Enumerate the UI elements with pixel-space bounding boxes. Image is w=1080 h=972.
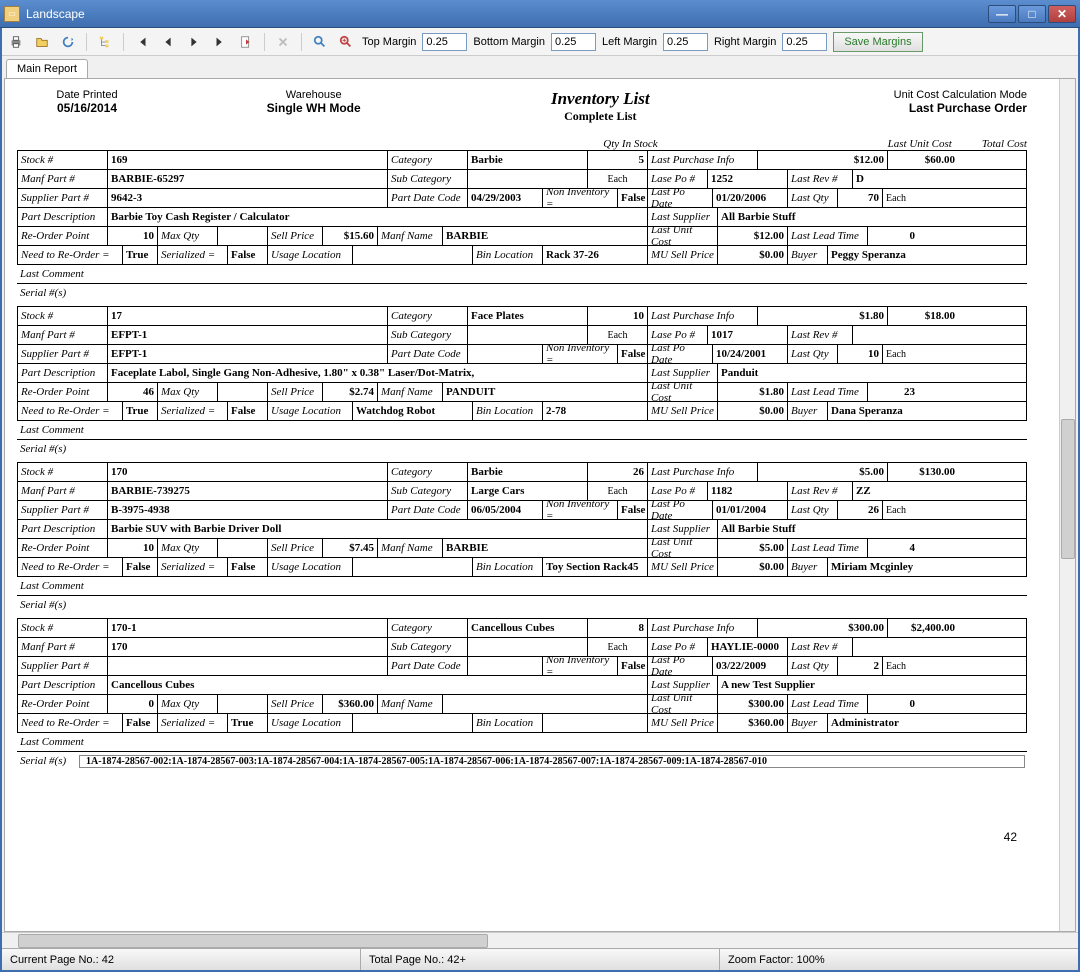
last-unit-cost-header: Last Unit Cost xyxy=(888,138,952,150)
page-number: 42 xyxy=(17,830,1017,844)
date-printed-value: 05/16/2014 xyxy=(17,101,157,115)
vertical-scrollbar[interactable] xyxy=(1059,79,1075,931)
window-title: Landscape xyxy=(26,7,988,21)
bottom-margin-label: Bottom Margin xyxy=(473,36,545,48)
date-printed-label: Date Printed xyxy=(17,89,157,101)
inventory-record: Stock #170 CategoryBarbie 26 Last Purcha… xyxy=(17,462,1027,614)
status-bar: Current Page No.: 42 Total Page No.: 42+… xyxy=(2,948,1078,970)
report-page: Date Printed 05/16/2014 Warehouse Single… xyxy=(17,89,1027,844)
inventory-record: Stock #169 CategoryBarbie 5 Last Purchas… xyxy=(17,150,1027,302)
bottom-margin-input[interactable] xyxy=(551,33,596,51)
status-zoom: Zoom Factor: 100% xyxy=(720,949,1078,970)
print-icon[interactable] xyxy=(6,32,26,52)
main-report-tab[interactable]: Main Report xyxy=(6,59,88,78)
zoom-icon[interactable] xyxy=(336,32,356,52)
warehouse-label: Warehouse xyxy=(234,89,394,101)
top-margin-input[interactable] xyxy=(422,33,467,51)
mode-value: Last Purchase Order xyxy=(807,101,1027,115)
mode-label: Unit Cost Calculation Mode xyxy=(807,89,1027,101)
report-viewer: Date Printed 05/16/2014 Warehouse Single… xyxy=(4,78,1076,932)
titlebar: ▭ Landscape — □ ✕ xyxy=(0,0,1080,28)
first-page-icon[interactable] xyxy=(132,32,152,52)
right-margin-label: Right Margin xyxy=(714,36,776,48)
save-margins-button[interactable]: Save Margins xyxy=(833,32,922,52)
tab-strip: Main Report xyxy=(2,56,1078,78)
maximize-button[interactable]: □ xyxy=(1018,5,1046,23)
toolbar: Top Margin Bottom Margin Left Margin Rig… xyxy=(2,28,1078,56)
page-title: Inventory List xyxy=(470,89,730,109)
inventory-record: Stock #17 CategoryFace Plates 10 Last Pu… xyxy=(17,306,1027,458)
top-margin-label: Top Margin xyxy=(362,36,416,48)
minimize-button[interactable]: — xyxy=(988,5,1016,23)
report-scroll[interactable]: Date Printed 05/16/2014 Warehouse Single… xyxy=(5,79,1059,931)
goto-page-icon[interactable] xyxy=(236,32,256,52)
close-button[interactable]: ✕ xyxy=(1048,5,1076,23)
total-cost-header: Total Cost xyxy=(982,138,1027,150)
qty-header: Qty In Stock xyxy=(603,138,657,150)
tree-icon[interactable] xyxy=(95,32,115,52)
client-area: Top Margin Bottom Margin Left Margin Rig… xyxy=(0,28,1080,972)
prev-page-icon[interactable] xyxy=(158,32,178,52)
find-icon[interactable] xyxy=(310,32,330,52)
refresh-icon[interactable] xyxy=(58,32,78,52)
left-margin-input[interactable] xyxy=(663,33,708,51)
horizontal-scrollbar[interactable] xyxy=(2,932,1078,948)
open-icon[interactable] xyxy=(32,32,52,52)
right-margin-input[interactable] xyxy=(782,33,827,51)
last-page-icon[interactable] xyxy=(210,32,230,52)
left-margin-label: Left Margin xyxy=(602,36,657,48)
warehouse-value: Single WH Mode xyxy=(234,101,394,115)
app-window: ▭ Landscape — □ ✕ Top Margin xyxy=(0,0,1080,972)
status-current-page: Current Page No.: 42 xyxy=(2,949,361,970)
app-icon: ▭ xyxy=(4,6,20,22)
cancel-icon[interactable] xyxy=(273,32,293,52)
next-page-icon[interactable] xyxy=(184,32,204,52)
page-subtitle: Complete List xyxy=(470,109,730,124)
status-total-page: Total Page No.: 42+ xyxy=(361,949,720,970)
inventory-record: Stock #170-1 CategoryCancellous Cubes 8 … xyxy=(17,618,1027,770)
